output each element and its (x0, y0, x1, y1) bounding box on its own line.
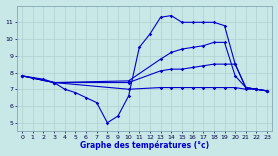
X-axis label: Graphe des températures (°c): Graphe des températures (°c) (80, 141, 209, 150)
